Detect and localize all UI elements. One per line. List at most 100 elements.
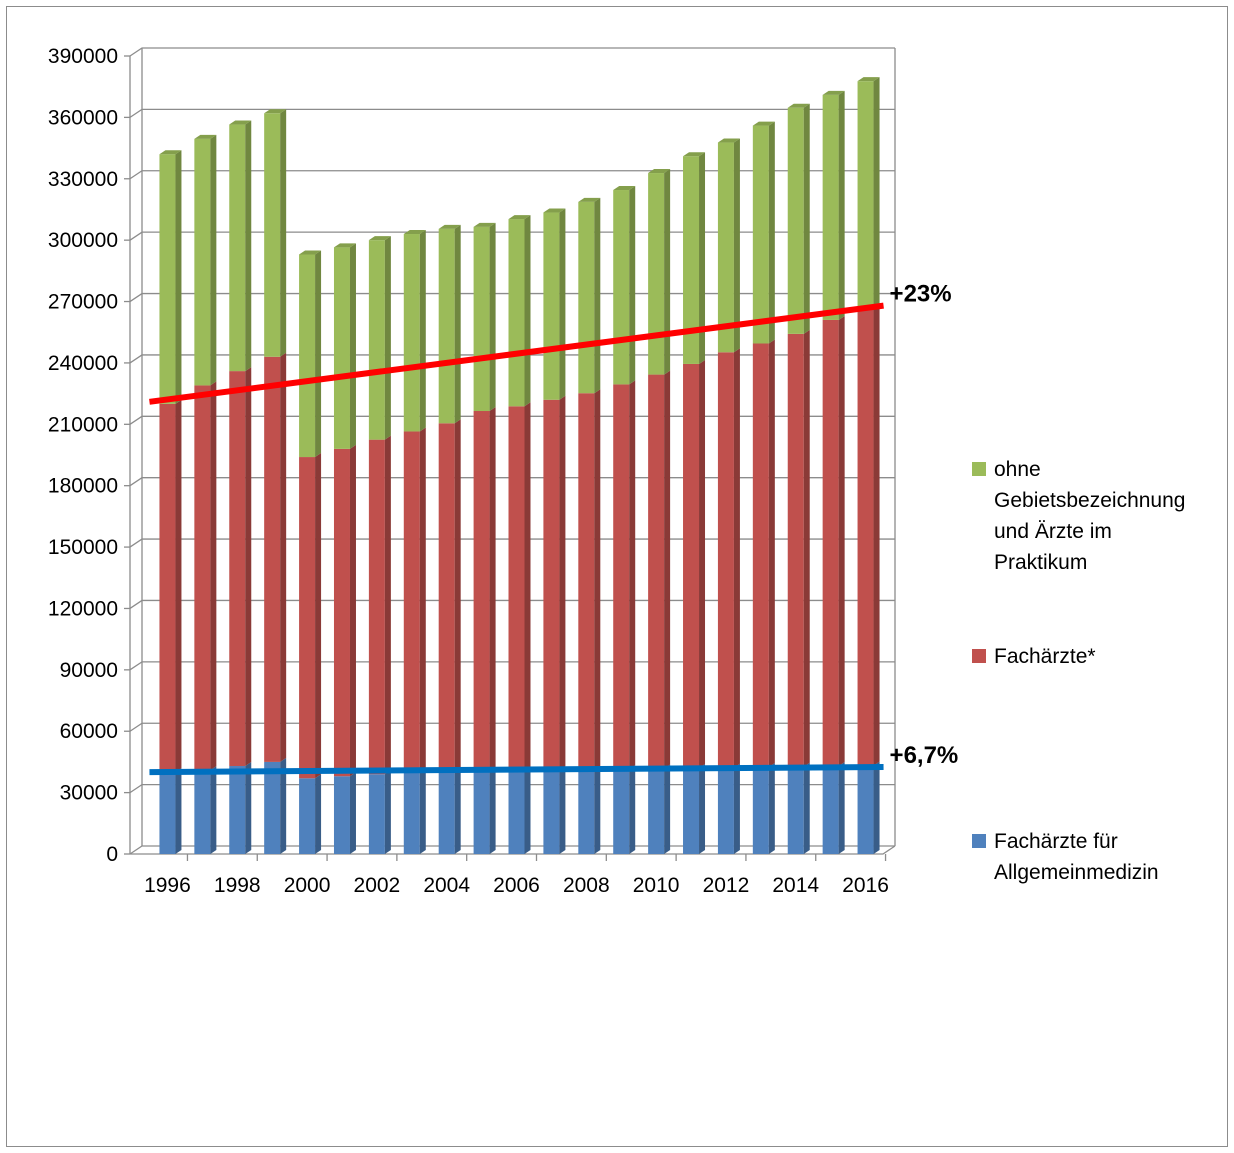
bar-side — [803, 329, 810, 767]
bar-front — [613, 190, 630, 385]
bar-side — [245, 367, 252, 767]
bar-side — [559, 395, 566, 771]
trend-label: +23% — [890, 281, 952, 308]
bar-front — [822, 94, 839, 320]
bar-front — [578, 201, 595, 394]
gridline — [129, 47, 895, 57]
y-tick-label: 60000 — [60, 720, 118, 743]
bar-segment — [299, 774, 322, 854]
bar-front — [473, 411, 490, 772]
bar-side — [210, 381, 217, 771]
bar-top — [438, 224, 461, 229]
bar-side — [559, 208, 566, 400]
bar-segment — [578, 765, 601, 854]
bar-segment — [333, 243, 356, 449]
bar-side — [594, 389, 601, 770]
bar-front — [683, 363, 700, 769]
bar-segment — [787, 762, 810, 854]
bar-side — [664, 370, 671, 769]
bar-front — [438, 771, 455, 854]
bar-side — [803, 762, 810, 854]
bar-segment — [648, 370, 671, 769]
bar-segment — [543, 395, 566, 771]
bar-front — [787, 107, 804, 334]
bar-front — [717, 352, 734, 768]
bar-segment — [333, 772, 356, 854]
bar-top — [299, 250, 322, 255]
bar-front — [194, 385, 211, 771]
bar-segment — [717, 763, 740, 854]
bar-segment — [578, 197, 601, 394]
bar-top — [787, 103, 810, 108]
x-tick-label: 1996 — [144, 874, 191, 897]
bar-front — [368, 240, 385, 440]
x-tick-label: 1998 — [214, 874, 261, 897]
bar-side — [315, 453, 322, 779]
bar-side — [664, 764, 671, 854]
bar-side — [699, 764, 706, 854]
bar-front — [403, 234, 420, 432]
bar-side — [733, 348, 740, 768]
bar-segment — [403, 427, 426, 773]
bar-segment — [717, 138, 740, 353]
bar-front — [159, 403, 176, 773]
x-tick-label: 2002 — [354, 874, 401, 897]
bar-segment — [613, 765, 636, 854]
y-tick-label: 30000 — [60, 782, 118, 805]
bar-top — [543, 208, 566, 213]
legend: ohne Gebietsbezeichnung und Ärzte im Prakti… — [972, 458, 1185, 884]
bar-front — [648, 374, 665, 769]
bar-side — [559, 766, 566, 854]
bar-segment — [264, 757, 287, 854]
bar-front — [508, 219, 525, 407]
legend-item: Fachärzte* — [972, 645, 1096, 668]
trend-line — [149, 764, 884, 776]
bar-segment — [717, 348, 740, 768]
bar-segment — [613, 380, 636, 770]
bar-side — [873, 761, 880, 854]
bar-top — [508, 215, 531, 220]
bar-front — [333, 776, 350, 854]
bar-front — [333, 448, 350, 777]
bar-side — [768, 121, 775, 344]
bar-segment — [578, 389, 601, 770]
bar-front — [543, 212, 560, 400]
bar-segment — [299, 453, 322, 779]
bar-front — [752, 125, 769, 344]
bar-side — [315, 250, 322, 458]
bar-segment — [264, 352, 287, 762]
y-tick-label: 330000 — [48, 168, 118, 191]
bar-side — [803, 103, 810, 334]
bar-side — [175, 768, 182, 854]
bar-top — [159, 150, 182, 155]
bar-front — [229, 124, 246, 372]
bar-top — [822, 90, 845, 95]
bar-segment — [368, 236, 391, 440]
bar-front — [648, 768, 665, 854]
legend-item: Fachärzte für Allgemeinmedizin — [972, 830, 1159, 884]
bar-segment — [368, 770, 391, 854]
y-tick-label: 150000 — [48, 536, 118, 559]
bar-side — [873, 305, 880, 766]
x-tick-label: 2008 — [563, 874, 610, 897]
bar-front — [717, 142, 734, 353]
bar-front — [613, 384, 630, 770]
bar-top — [578, 197, 601, 202]
bar-front — [683, 156, 700, 364]
y-tick-label: 270000 — [48, 291, 118, 314]
bar-side — [384, 770, 391, 854]
bar-top — [333, 243, 356, 248]
bar-front — [403, 772, 420, 854]
bar-side — [629, 765, 636, 854]
bar-front — [264, 113, 281, 357]
y-tick-label: 90000 — [60, 659, 118, 682]
bar-side — [349, 772, 356, 854]
bar-front — [857, 765, 874, 854]
x-tick-label: 2004 — [423, 874, 470, 897]
bar-segment — [299, 250, 322, 458]
y-tick-labels: 0 30000 60000 90000 120000 150000 180000 210000… — [48, 45, 118, 866]
x-tick-label: 2010 — [633, 874, 680, 897]
bar-top — [194, 134, 217, 139]
bar-segment — [508, 215, 531, 407]
